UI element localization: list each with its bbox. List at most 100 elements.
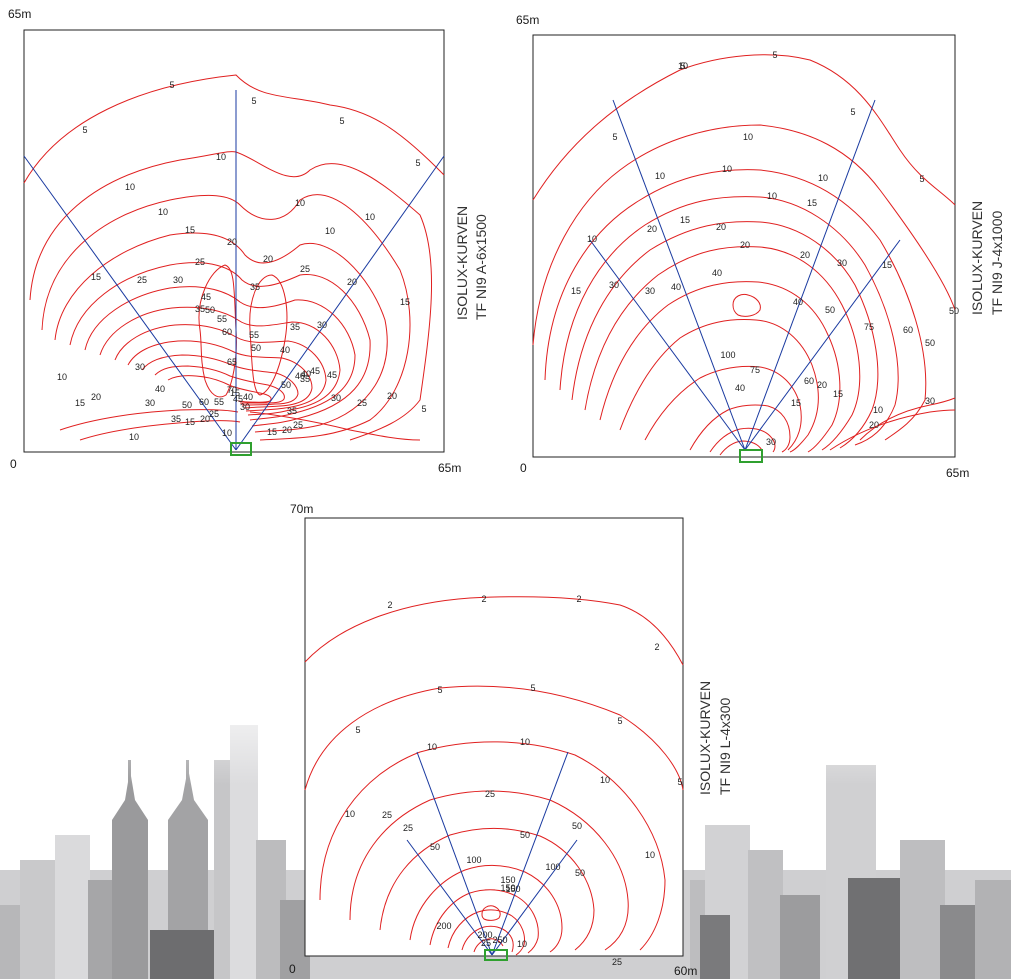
contour-label: 5 <box>169 80 174 90</box>
contour-label: 10 <box>645 850 655 860</box>
contour-label: 10 <box>517 939 527 949</box>
diagram-l-origin-label: 0 <box>289 962 296 976</box>
diagram-a-frame <box>23 29 445 453</box>
contour-label: 50 <box>949 306 959 316</box>
contour-label: 20 <box>740 240 750 250</box>
contour-label: 50 <box>251 343 261 353</box>
contour-label: 35 <box>300 374 310 384</box>
contour-label: 20 <box>227 237 237 247</box>
contour-label: 40 <box>280 345 290 355</box>
contour-label: 40 <box>155 384 165 394</box>
contour-label: 20 <box>387 391 397 401</box>
contour-label: 30 <box>317 320 327 330</box>
contour-label: 40 <box>295 371 305 381</box>
contour-label: 45 <box>201 292 211 302</box>
contour-label: 10 <box>818 173 828 183</box>
contour-label: 5 <box>677 777 682 787</box>
contour-label: 10 <box>873 405 883 415</box>
contour-label: 15 <box>882 260 892 270</box>
diagram-j-title-line2: TF NI9 J-4x1000 <box>989 211 1005 315</box>
contour-label: 10 <box>722 164 732 174</box>
contour-label: 100 <box>545 862 560 872</box>
contour-label: 10 <box>678 61 688 71</box>
diagram-a-contours <box>23 74 445 441</box>
contour-label: 15 <box>571 286 581 296</box>
contour-label: 10 <box>125 182 135 192</box>
contour-label: 30 <box>331 393 341 403</box>
diagram-a-y-max-label: 65m <box>8 7 31 21</box>
contour-label: 25 <box>293 420 303 430</box>
contour-label: 30 <box>173 275 183 285</box>
contour-label: 20 <box>869 420 879 430</box>
contour-label: 5 <box>82 125 87 135</box>
contour-label: 5 <box>421 404 426 414</box>
contour-label: 50 <box>575 868 585 878</box>
contour-label: 15 <box>75 398 85 408</box>
contour-label: 45 <box>310 366 320 376</box>
contour-label: 15 <box>807 198 817 208</box>
contour-label: 30 <box>145 398 155 408</box>
contour-label: 10 <box>365 212 375 222</box>
contour-label: 50 <box>281 380 291 390</box>
contour-label: 5 <box>251 96 256 106</box>
contour-label: 55 <box>214 397 224 407</box>
contour-label: 20 <box>716 222 726 232</box>
contour-label: 5 <box>355 725 360 735</box>
contour-label: 15 <box>185 225 195 235</box>
contour-label: 5 <box>530 683 535 693</box>
diagram-l-luminaire <box>484 949 508 961</box>
diagram-a-luminaire <box>230 442 252 456</box>
contour-label: 15 <box>267 427 277 437</box>
contour-label: 20 <box>282 425 292 435</box>
contour-label: 10 <box>655 171 665 181</box>
contour-label: 15 <box>185 417 195 427</box>
contour-label: 5 <box>680 61 685 71</box>
contour-label: 30 <box>925 396 935 406</box>
contour-label: 200 <box>436 921 451 931</box>
contour-label: 10 <box>295 198 305 208</box>
contour-label: 5 <box>919 174 924 184</box>
contour-label: 30 <box>645 286 655 296</box>
contour-label: 30 <box>240 402 250 412</box>
contour-label: 75 <box>864 322 874 332</box>
contour-label: 20 <box>347 277 357 287</box>
contour-label: 25 <box>300 264 310 274</box>
contour-label: 55 <box>249 330 259 340</box>
contour-label: 70 <box>227 385 237 395</box>
contour-label: 35 <box>287 406 297 416</box>
diagram-l-frame <box>304 517 684 957</box>
contour-label: 40 <box>243 392 253 402</box>
contour-label: 10 <box>222 428 232 438</box>
contour-label: 55 <box>217 314 227 324</box>
contour-label: 45 <box>233 394 243 404</box>
diagram-l-title-line1: ISOLUX-KURVEN <box>697 681 713 795</box>
contour-label: 75 <box>750 365 760 375</box>
contour-label: 2 <box>481 594 486 604</box>
contour-label: 30 <box>766 437 776 447</box>
contour-label: 40 <box>671 282 681 292</box>
diagram-a-title-line2: TF NI9 A-6x1500 <box>473 214 489 320</box>
diagram-j-y-max-label: 65m <box>516 13 539 27</box>
contour-label: 10 <box>216 152 226 162</box>
contour-label: 5 <box>772 50 777 60</box>
contour-label: 25 <box>612 957 622 967</box>
contour-label: 40 <box>793 297 803 307</box>
contour-label: 5 <box>617 716 622 726</box>
diagram-a-x-max-label: 65m <box>438 461 461 475</box>
contour-label: 15 <box>680 215 690 225</box>
contour-label: 60 <box>804 376 814 386</box>
contour-label: 35 <box>171 414 181 424</box>
contour-label: 15 <box>230 388 240 398</box>
contour-label: 10 <box>325 226 335 236</box>
contour-label: 20 <box>200 414 210 424</box>
contour-label: 2 <box>387 600 392 610</box>
contour-label: 35 <box>250 282 260 292</box>
contour-label: 25 <box>481 938 491 948</box>
contour-label: 20 <box>91 392 101 402</box>
contour-label: 60 <box>903 325 913 335</box>
contour-label: 5 <box>850 107 855 117</box>
